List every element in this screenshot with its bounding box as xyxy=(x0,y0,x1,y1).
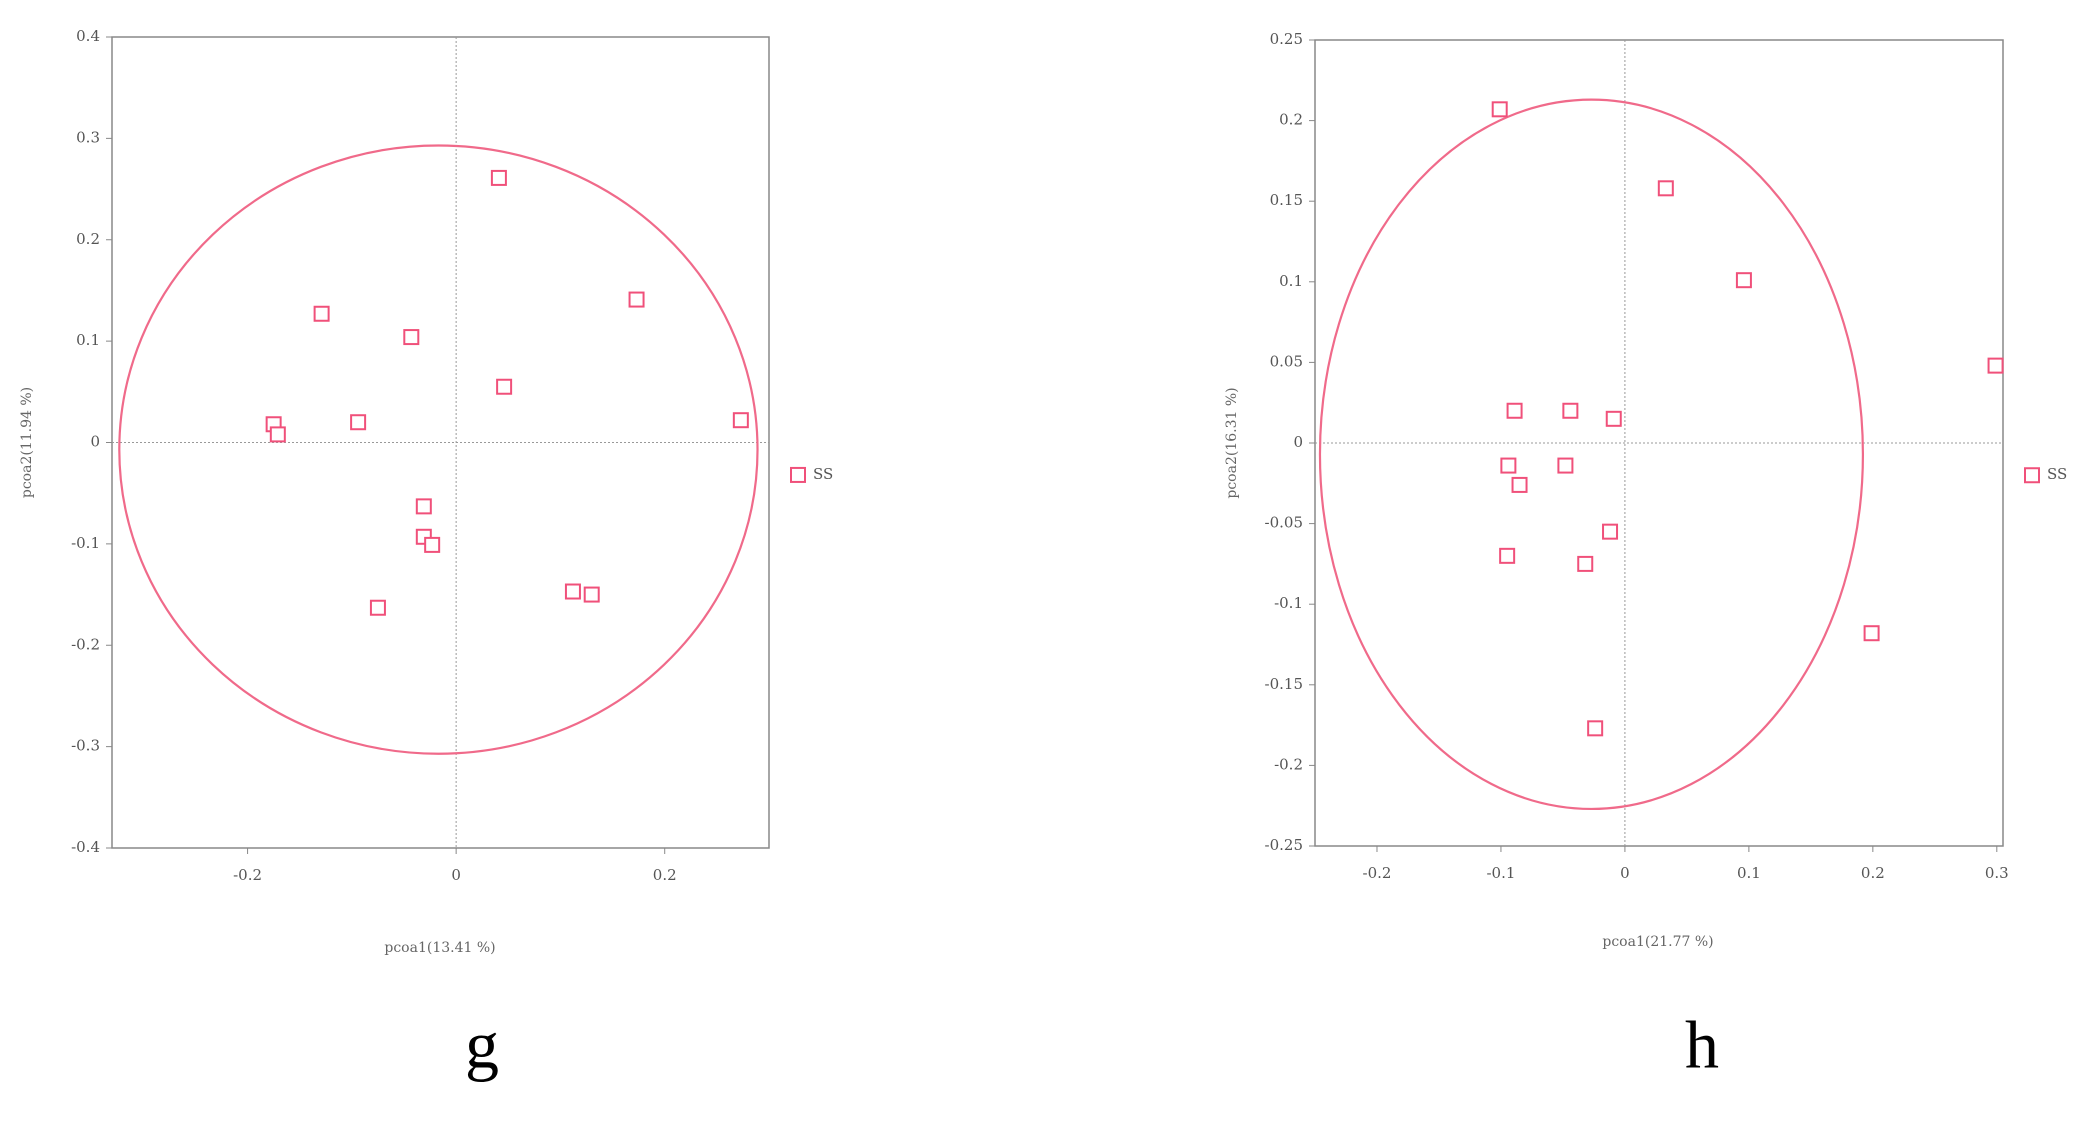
y-tick-label: -0.4 xyxy=(71,838,100,856)
legend-label: SS xyxy=(2047,465,2067,483)
y-tick-label: -0.2 xyxy=(1274,755,1303,773)
point xyxy=(628,291,645,308)
point xyxy=(1506,402,1523,419)
x-tick-label: 0.1 xyxy=(1737,864,1761,882)
x-tick-label: 0 xyxy=(451,866,461,884)
caption: h xyxy=(1685,1007,1719,1083)
point xyxy=(1557,457,1574,474)
y-tick-label: 0.2 xyxy=(1279,111,1303,129)
y-tick-label: -0.2 xyxy=(71,635,100,653)
x-tick-label: 0 xyxy=(1620,864,1630,882)
y-tick-label: 0 xyxy=(90,433,100,451)
point xyxy=(350,414,367,431)
y-tick-label: -0.1 xyxy=(1274,594,1303,612)
y-tick-label: -0.1 xyxy=(71,534,100,552)
x-tick-label: -0.2 xyxy=(233,866,262,884)
point xyxy=(1605,410,1622,427)
y-tick-label: -0.05 xyxy=(1265,514,1303,532)
legend-marker xyxy=(790,466,806,483)
point xyxy=(269,426,286,443)
point xyxy=(1499,547,1516,564)
point xyxy=(1657,180,1674,197)
x-tick-label: -0.2 xyxy=(1363,864,1392,882)
point xyxy=(1577,555,1594,572)
point xyxy=(1602,523,1619,540)
y-axis-label: pcoa2(11.94 %) xyxy=(19,387,35,498)
y-tick-label: 0.1 xyxy=(76,331,100,349)
point xyxy=(583,586,600,603)
y-tick-label: 0.15 xyxy=(1270,191,1303,209)
point xyxy=(415,498,432,515)
y-tick-label: 0 xyxy=(1293,433,1303,451)
caption: g xyxy=(465,1007,499,1083)
point xyxy=(1491,101,1508,118)
y-tick-label: 0.25 xyxy=(1270,30,1303,48)
y-tick-label: -0.15 xyxy=(1265,675,1303,693)
x-tick-label: 0.2 xyxy=(1861,864,1885,882)
x-tick-label: 0.3 xyxy=(1985,864,2009,882)
y-tick-label: 0.05 xyxy=(1270,352,1303,370)
point xyxy=(564,583,581,600)
point xyxy=(1562,402,1579,419)
confidence-ellipse xyxy=(118,144,759,755)
point xyxy=(1735,272,1752,289)
point xyxy=(1863,625,1880,642)
point xyxy=(1987,357,2004,374)
y-tick-label: 0.2 xyxy=(76,230,100,248)
y-tick-label: 0.1 xyxy=(1279,272,1303,290)
y-tick-label: -0.3 xyxy=(71,737,100,755)
y-axis-label: pcoa2(16.31 %) xyxy=(1224,387,1240,498)
point xyxy=(313,305,330,322)
confidence-ellipse xyxy=(1318,98,1865,811)
y-tick-label: 0.3 xyxy=(76,128,100,146)
legend-marker xyxy=(2024,467,2040,484)
x-tick-label: 0.2 xyxy=(653,866,677,884)
y-tick-label: 0.4 xyxy=(76,27,100,45)
point xyxy=(1500,457,1517,474)
x-axis-label: pcoa1(21.77 %) xyxy=(1602,934,1713,950)
legend-label: SS xyxy=(813,465,833,483)
point xyxy=(424,536,441,553)
point xyxy=(490,169,507,186)
point xyxy=(496,378,513,395)
point xyxy=(1511,476,1528,493)
point xyxy=(369,599,386,616)
x-tick-label: -0.1 xyxy=(1486,864,1515,882)
x-axis-label: pcoa1(13.41 %) xyxy=(384,940,495,956)
point xyxy=(732,412,749,429)
point xyxy=(403,329,420,346)
y-tick-label: -0.25 xyxy=(1265,836,1303,854)
point xyxy=(1587,720,1604,737)
